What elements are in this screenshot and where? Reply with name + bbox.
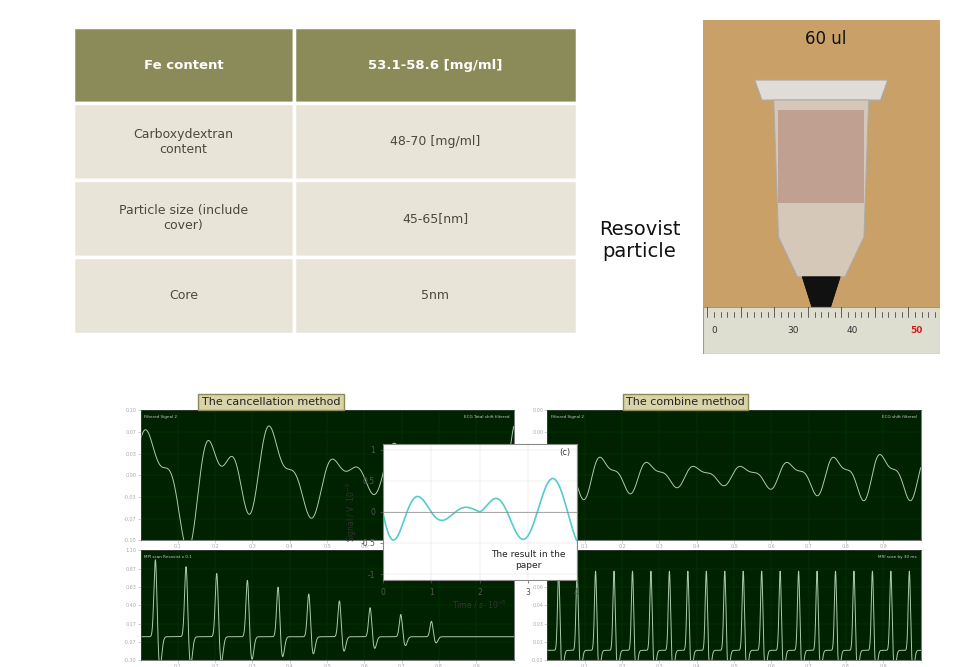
Bar — [778, 110, 864, 203]
Text: 60 ul: 60 ul — [805, 30, 847, 48]
Text: Filtered Signal 2: Filtered Signal 2 — [144, 416, 177, 420]
Text: 53.1-58.6 [mg/ml]: 53.1-58.6 [mg/ml] — [368, 59, 503, 71]
Text: 50: 50 — [910, 325, 922, 335]
Text: (c): (c) — [560, 448, 571, 457]
Text: 5nm: 5nm — [422, 289, 450, 301]
Bar — [73, 27, 295, 103]
Bar — [295, 257, 577, 334]
Text: MPI scan Resovist x 0.1: MPI scan Resovist x 0.1 — [144, 555, 192, 559]
Text: The result in the
paper: The result in the paper — [491, 550, 565, 570]
Polygon shape — [755, 80, 888, 100]
Text: MRI scan by 30 ms: MRI scan by 30 ms — [878, 555, 917, 559]
Bar — [73, 257, 295, 334]
Text: 0: 0 — [711, 325, 717, 335]
Text: 40: 40 — [846, 325, 858, 335]
Bar — [295, 180, 577, 257]
Polygon shape — [802, 277, 840, 307]
Bar — [703, 307, 940, 354]
X-axis label: Time / $s \cdot 10^{-5}$: Time / $s \cdot 10^{-5}$ — [453, 598, 507, 611]
Text: 45-65[nm]: 45-65[nm] — [402, 212, 469, 225]
Text: ECG shift filtered: ECG shift filtered — [882, 416, 917, 420]
Bar — [73, 180, 295, 257]
Text: Particle size (include
cover): Particle size (include cover) — [119, 205, 248, 232]
Bar — [295, 27, 577, 103]
Text: Filtered Signal 2: Filtered Signal 2 — [551, 416, 584, 420]
Text: Resovist
particle: Resovist particle — [599, 219, 680, 261]
Text: 30: 30 — [787, 325, 798, 335]
Bar — [703, 20, 940, 313]
Text: The combine method: The combine method — [626, 397, 745, 407]
Bar — [73, 103, 295, 180]
Y-axis label: Signal / V $\cdot 10^{-5}$: Signal / V $\cdot 10^{-5}$ — [344, 482, 359, 542]
Text: Carboxydextran
content: Carboxydextran content — [134, 128, 234, 155]
Text: Core: Core — [169, 289, 198, 301]
Text: Fe content: Fe content — [143, 59, 223, 71]
Text: ECG Total shift filtered: ECG Total shift filtered — [464, 416, 510, 420]
Text: The cancellation method: The cancellation method — [202, 397, 340, 407]
Polygon shape — [773, 100, 868, 277]
Bar — [295, 103, 577, 180]
Text: 48-70 [mg/ml]: 48-70 [mg/ml] — [391, 135, 481, 148]
